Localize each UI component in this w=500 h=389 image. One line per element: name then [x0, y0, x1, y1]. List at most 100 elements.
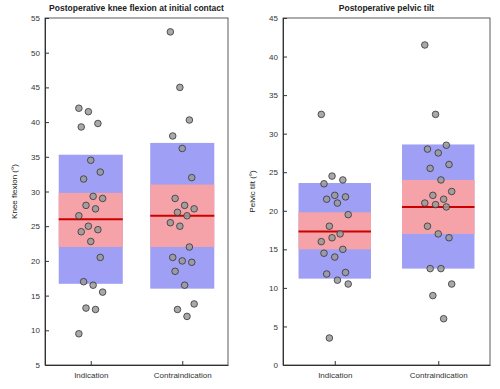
data-point [326, 223, 333, 230]
data-point [337, 231, 344, 238]
data-point [334, 277, 341, 284]
data-point [76, 212, 83, 219]
y-tick-mark [45, 296, 49, 297]
mean-line [59, 218, 123, 220]
data-point [76, 330, 83, 337]
y-tick-label: 55 [31, 14, 40, 23]
inner-band [402, 180, 474, 234]
y-tick-mark [283, 249, 287, 250]
y-tick-mark [45, 157, 49, 158]
y-tick-mark [45, 122, 49, 123]
y-tick-mark [45, 192, 49, 193]
y-tick-label: 40 [31, 118, 40, 127]
y-tick-label: 35 [31, 153, 40, 162]
y-tick: 40 [269, 53, 287, 62]
data-point [424, 146, 431, 153]
data-point [340, 246, 347, 253]
data-point [427, 165, 434, 172]
data-point [90, 282, 97, 289]
data-point [446, 161, 453, 168]
y-tick-label: 35 [269, 91, 278, 100]
y-tick-mark [283, 57, 287, 58]
y-tick-mark [283, 172, 287, 173]
data-point [172, 195, 179, 202]
data-point [443, 142, 450, 149]
y-tick-label: 25 [31, 222, 40, 231]
data-point [421, 200, 428, 207]
data-point [448, 281, 455, 288]
y-tick: 10 [269, 284, 287, 293]
data-point [432, 201, 439, 208]
x-tick: Contraindication [410, 361, 468, 380]
data-point [87, 157, 94, 164]
data-point [342, 269, 349, 276]
data-point [186, 244, 193, 251]
data-point [76, 105, 83, 112]
y-tick-label: 10 [269, 284, 278, 293]
data-point [184, 313, 191, 320]
y-tick-mark [283, 95, 287, 96]
data-point [177, 84, 184, 91]
x-tick-mark [438, 361, 439, 365]
data-point [443, 204, 450, 211]
x-tick-mark [91, 361, 92, 365]
y-tick-mark [45, 226, 49, 227]
mean-line [299, 231, 371, 233]
data-point [95, 120, 102, 127]
y-tick-label: 0 [274, 361, 279, 370]
y-tick: 50 [31, 49, 49, 58]
data-point [435, 150, 442, 157]
data-point [80, 278, 87, 285]
data-point [179, 145, 186, 152]
y-tick: 35 [269, 91, 287, 100]
y-tick-label: 50 [31, 49, 40, 58]
data-point [167, 29, 174, 36]
plot-frame [283, 18, 490, 365]
x-axis: Indication Contraindication [46, 361, 229, 380]
data-point [90, 193, 97, 200]
x-tick: Indication [74, 361, 108, 380]
data-point [421, 42, 428, 49]
x-tick-label: Contraindication [154, 371, 212, 380]
y-tick: 45 [269, 14, 287, 23]
data-point [334, 200, 341, 207]
data-point [87, 238, 94, 245]
y-axis-title: Knee flexion (°) [10, 164, 19, 219]
x-axis: IndicationContraindication [284, 361, 491, 380]
data-point [181, 202, 188, 209]
y-axis-title: Pelvic tilt (°) [248, 170, 257, 213]
y-tick-label: 20 [269, 207, 278, 216]
data-point [440, 196, 447, 203]
data-point [326, 335, 333, 342]
data-point [329, 173, 336, 180]
y-tick-label: 5 [274, 323, 279, 332]
y-tick-mark [45, 87, 49, 88]
data-point [435, 231, 442, 238]
mean-line [150, 215, 214, 217]
y-axis: 051015202530354045 [269, 14, 287, 370]
data-point [321, 250, 328, 257]
data-point [438, 177, 445, 184]
marks [299, 42, 475, 342]
data-point [179, 258, 186, 265]
data-point [97, 254, 104, 261]
data-point [318, 238, 325, 245]
data-point [167, 219, 174, 226]
y-tick: 20 [269, 207, 287, 216]
inner-band [150, 185, 214, 247]
chart-title: Postoperative pelvic tilt [339, 3, 435, 13]
panel: 051015202530354045IndicationContraindica… [248, 3, 491, 380]
y-tick: 55 [31, 14, 49, 23]
data-point [83, 305, 90, 312]
data-point [78, 124, 85, 131]
y-tick-mark [45, 330, 49, 331]
data-point [430, 292, 437, 299]
data-point [424, 223, 431, 230]
y-tick-mark [283, 288, 287, 289]
data-point [427, 265, 434, 272]
outer-band [299, 183, 371, 279]
data-point [446, 234, 453, 241]
inner-band [299, 212, 371, 249]
y-tick: 30 [31, 188, 49, 197]
data-point [177, 223, 184, 230]
